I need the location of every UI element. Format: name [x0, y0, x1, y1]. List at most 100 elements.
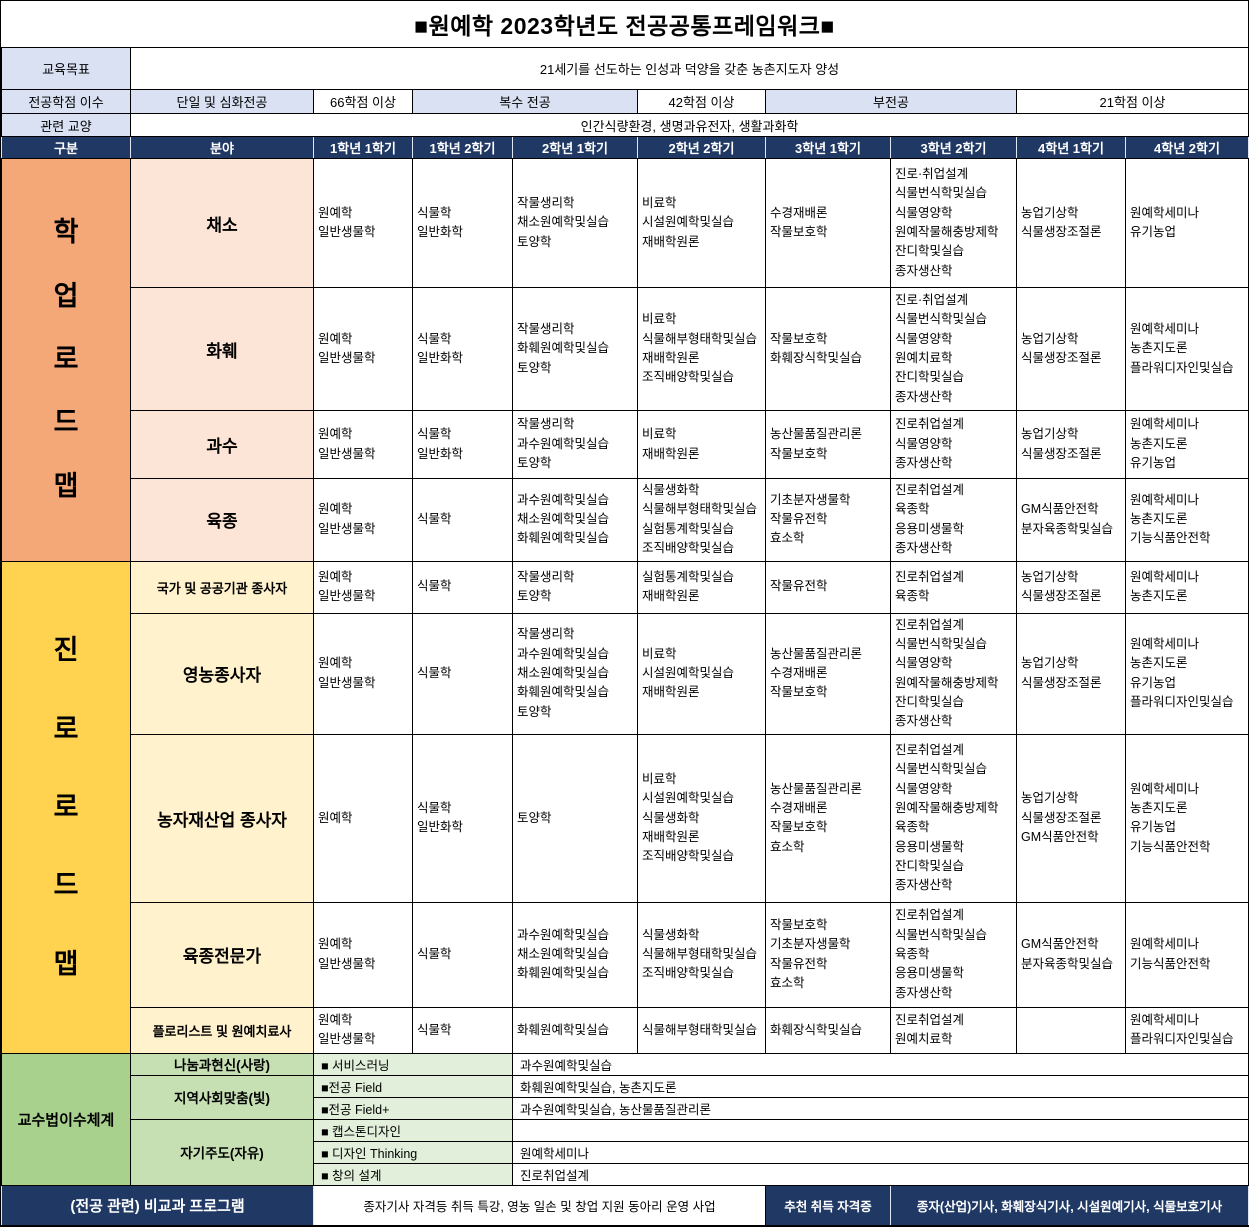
course-cell: 작물생리학 토양학: [512, 560, 638, 614]
course-cell: 진로취업설계 식물번식학및실습 식물영양학 원예작물해충방제학 잔디학및실습 종…: [890, 612, 1017, 735]
course-cell: 식물학: [412, 1006, 513, 1054]
sheet-title: ■원예학 2023학년도 전공공통프레임워크■: [414, 13, 835, 39]
teaching-item-value: 화훼원예학및실습, 농촌지도론: [511, 1074, 1249, 1098]
category-cell: 플로리스트 및 원예치료사: [130, 1006, 314, 1054]
related-liberal-label: 관련 교양: [1, 113, 131, 137]
course-cell: 원예학 일반생물학: [313, 612, 413, 735]
course-cell: 식물학: [412, 901, 513, 1008]
col-header-semester: 3학년 2학기: [890, 136, 1017, 159]
course-cell: 비료학 시설원예학및실습 재배학원론: [637, 158, 766, 288]
course-cell: 식물생화학 식물해부형태학및실습 조직배양학및실습: [637, 901, 766, 1008]
course-cell: 농업기상학 식물생장조절론: [1016, 612, 1126, 735]
course-cell: 진로취업설계 육종학 응용미생물학 종자생산학: [890, 478, 1017, 562]
course-cell: 원예학 일반생물학: [313, 410, 413, 479]
course-cell: 화훼장식학및실습: [765, 1006, 891, 1054]
course-cell: 농업기상학 식물생장조절론: [1016, 287, 1126, 411]
col-header-semester: 2학년 1학기: [512, 136, 638, 159]
course-cell: 작물생리학 화훼원예학및실습 토양학: [512, 287, 638, 411]
course-cell: 원예학: [313, 733, 413, 903]
edu-goal-value: 21세기를 선도하는 인성과 덕양을 갖춘 농촌지도자 양성: [129, 47, 1249, 90]
course-cell: 작물보호학 기초분자생물학 작물유전학 효소학: [765, 901, 891, 1008]
course-cell: 농업기상학 식물생장조절론: [1016, 560, 1126, 614]
course-cell: 과수원예학및실습 채소원예학및실습 화훼원예학및실습: [512, 478, 638, 562]
course-cell: 식물해부형태학및실습: [637, 1006, 766, 1054]
course-cell: 원예학 일반생물학: [313, 158, 413, 288]
related-liberal-value: 인간식량환경, 생명과유전자, 생활과화학: [129, 113, 1249, 137]
course-cell: 원예학세미나 유기농업: [1124, 158, 1249, 288]
col-header-semester: 2학년 2학기: [637, 136, 766, 159]
category-cell: 영농종사자: [130, 612, 314, 735]
course-cell: 작물유전학: [765, 560, 891, 614]
course-cell: GM식품안전학 분자육종학및실습: [1016, 478, 1126, 562]
course-cell: 진로취업설계 식물영양학 종자생산학: [890, 410, 1017, 479]
col-header-bunya: 분야: [130, 136, 314, 159]
course-cell: 농산물품질관리론 작물보호학: [765, 410, 891, 479]
col-header-gubun: 구분: [1, 136, 131, 159]
section-teaching-system: 교수법이수체계: [1, 1052, 131, 1186]
col-header-semester: 1학년 2학기: [412, 136, 513, 159]
section-career-roadmap: 진 로 로 드 맵: [1, 560, 131, 1054]
teaching-item-label: ■전공 Field: [313, 1074, 513, 1098]
course-cell: 진로취업설계 원예치료학: [890, 1006, 1017, 1054]
extracurricular-label: (전공 관련) 비교과 프로그램: [1, 1184, 314, 1226]
course-cell: [1016, 1006, 1126, 1054]
course-cell: 농산물품질관리론 수경재배론 작물보호학: [765, 612, 891, 735]
course-cell: 농업기상학 식물생장조절론 GM식품안전학: [1016, 733, 1126, 903]
teaching-item-label: ■전공 Field+: [313, 1096, 513, 1120]
category-cell: 화훼: [130, 287, 314, 411]
teaching-group-label: 나눔과현신(사랑): [130, 1052, 314, 1076]
recommended-cert-value: 종자(산업)기사, 화훼장식기사, 시설원예기사, 식물보호기사: [889, 1184, 1249, 1226]
course-cell: 식물학: [412, 560, 513, 614]
course-cell: 원예학세미나 농촌지도론 유기농업: [1124, 410, 1249, 479]
teaching-item-label: ■ 디자인 Thinking: [313, 1140, 513, 1164]
course-cell: 진로·취업설계 식물번식학및실습 식물영양학 원예작물해충방제학 잔디학및실습 …: [890, 158, 1017, 288]
course-cell: 작물생리학 과수원예학및실습 채소원예학및실습 화훼원예학및실습 토양학: [512, 612, 638, 735]
credits-cell-66: 66학점 이상: [313, 89, 413, 114]
course-cell: 식물학: [412, 478, 513, 562]
category-cell: 육종전문가: [130, 901, 314, 1008]
course-cell: 진로취업설계 식물번식학및실습 육종학 응용미생물학 종자생산학: [890, 901, 1017, 1008]
course-cell: 기초분자생물학 작물유전학 효소학: [765, 478, 891, 562]
teaching-item-value: 진로취업설계: [511, 1162, 1249, 1186]
course-cell: 작물생리학 과수원예학및실습 토양학: [512, 410, 638, 479]
course-cell: 원예학세미나 기능식품안전학: [1124, 901, 1249, 1008]
col-header-semester: 1학년 1학기: [313, 136, 413, 159]
course-cell: 비료학 식물해부형태학및실습 재배학원론 조직배양학및실습: [637, 287, 766, 411]
credits-cell-42: 42학점 이상: [637, 89, 766, 114]
course-cell: 농업기상학 식물생장조절론: [1016, 158, 1126, 288]
course-cell: 원예학세미나 농촌지도론 유기농업 플라워디자인및실습: [1124, 612, 1249, 735]
course-cell: 원예학세미나 농촌지도론: [1124, 560, 1249, 614]
course-cell: 원예학세미나 농촌지도론 기능식품안전학: [1124, 478, 1249, 562]
extracurricular-value: 종자기사 자격등 취득 특강, 영농 일손 및 창업 지원 동아리 운영 사업: [313, 1184, 766, 1226]
course-cell: 농산물품질관리론 수경재배론 작물보호학 효소학: [765, 733, 891, 903]
course-cell: 진로·취업설계 식물번식학및실습 식물영양학 원예치료학 잔디학및실습 종자생산…: [890, 287, 1017, 411]
category-cell: 국가 및 공공기관 종사자: [130, 560, 314, 614]
course-cell: 수경재배론 작물보호학: [765, 158, 891, 288]
teaching-item-value: 과수원예학및실습: [511, 1052, 1249, 1076]
course-cell: 작물생리학 채소원예학및실습 토양학: [512, 158, 638, 288]
credits-cell-double-major: 복수 전공: [412, 89, 638, 114]
category-cell: 과수: [130, 410, 314, 479]
course-cell: 화훼원예학및실습: [512, 1006, 638, 1054]
col-header-semester: 4학년 2학기: [1124, 136, 1249, 159]
course-cell: 식물학 일반화학: [412, 733, 513, 903]
col-header-semester: 4학년 1학기: [1016, 136, 1126, 159]
teaching-item-value: 과수원예학및실습, 농산물품질관리론: [511, 1096, 1249, 1120]
credits-cell-minor: 부전공: [765, 89, 1017, 114]
category-cell: 농자재산업 종사자: [130, 733, 314, 903]
recommended-cert-label: 추천 취득 자격증: [765, 1184, 891, 1226]
teaching-item-label: ■ 창의 설계: [313, 1162, 513, 1186]
course-cell: 진로취업설계 식물번식학및실습 식물영양학 원예작물해충방제학 육종학 응용미생…: [890, 733, 1017, 903]
course-cell: GM식품안전학 분자육종학및실습: [1016, 901, 1126, 1008]
course-cell: 원예학 일반생물학: [313, 478, 413, 562]
teaching-item-label: ■ 서비스러닝: [313, 1052, 513, 1076]
teaching-group-label: 자기주도(자유): [130, 1118, 314, 1186]
course-cell: 비료학 시설원예학및실습 식물생화학 재배학원론 조직배양학및실습: [637, 733, 766, 903]
course-cell: 실험통계학및실습 재배학원론: [637, 560, 766, 614]
category-cell: 채소: [130, 158, 314, 288]
course-cell: 비료학 재배학원론: [637, 410, 766, 479]
course-cell: 식물학: [412, 612, 513, 735]
course-cell: 식물학 일반화학: [412, 410, 513, 479]
credits-cell-single-intensive: 단일 및 심화전공: [130, 89, 314, 114]
